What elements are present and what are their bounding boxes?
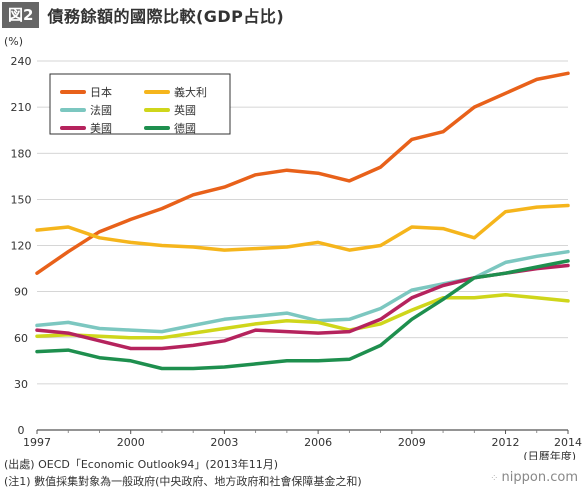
y-tick-label: 240 bbox=[11, 55, 32, 68]
brand-text: nippon.com bbox=[501, 470, 578, 485]
x-axis-label: (日曆年度) bbox=[523, 449, 576, 460]
x-tick-label: 2014 bbox=[554, 436, 582, 449]
footnotes: (出處) OECD「Economic Outlook94」(2013年11月) … bbox=[4, 456, 362, 490]
legend-label: 法國 bbox=[90, 103, 112, 117]
legend-label: 義大利 bbox=[174, 85, 207, 99]
series-line-1 bbox=[35, 203, 570, 252]
y-tick-label: 210 bbox=[11, 101, 32, 114]
y-tick-label: 0 bbox=[18, 424, 25, 437]
y-axis-label: (%) bbox=[4, 35, 23, 48]
y-tick-label: 60 bbox=[14, 332, 28, 345]
line-chart: 0 30 60 90 120 150 180 210 240 (%) 1997 2000 2003 200… bbox=[4, 35, 582, 460]
source-note: (出處) OECD「Economic Outlook94」(2013年11月) bbox=[4, 458, 278, 471]
x-tick-label: 2006 bbox=[304, 436, 332, 449]
title-bar: 図2 債務餘額的國際比較(GDP占比) bbox=[0, 0, 584, 30]
y-tick-label: 90 bbox=[14, 286, 28, 299]
y-tick-label: 30 bbox=[14, 378, 28, 391]
series-line-0 bbox=[35, 71, 570, 275]
x-tick-label: 2012 bbox=[492, 436, 520, 449]
brand-logo: ⁘ nippon.com bbox=[490, 470, 578, 485]
x-tick-label: 2000 bbox=[117, 436, 145, 449]
series-line-3 bbox=[35, 292, 570, 340]
series-line-5 bbox=[35, 259, 570, 371]
chart-title: 債務餘額的國際比較(GDP占比) bbox=[47, 7, 285, 26]
legend-label: 美國 bbox=[90, 122, 112, 135]
brand-dots-icon: ⁘ bbox=[490, 473, 499, 484]
y-tick-label: 180 bbox=[11, 147, 32, 160]
y-tick-label: 120 bbox=[11, 240, 32, 253]
legend-box bbox=[49, 73, 231, 135]
x-tick-label: 1997 bbox=[23, 436, 51, 449]
legend-label: 日本 bbox=[90, 85, 112, 99]
figure-badge: 図2 bbox=[2, 2, 40, 28]
y-tick-label: 150 bbox=[11, 193, 32, 206]
x-tick-label: 2003 bbox=[210, 436, 238, 449]
series-line-2 bbox=[35, 249, 570, 334]
scope-note: (注1) 數值採集對象為一般政府(中央政府、地方政府和社會保障基金之和) bbox=[4, 475, 362, 488]
legend-label: 德國 bbox=[174, 121, 196, 135]
legend-label: 英國 bbox=[174, 103, 196, 117]
x-tick-label: 2009 bbox=[398, 436, 426, 449]
